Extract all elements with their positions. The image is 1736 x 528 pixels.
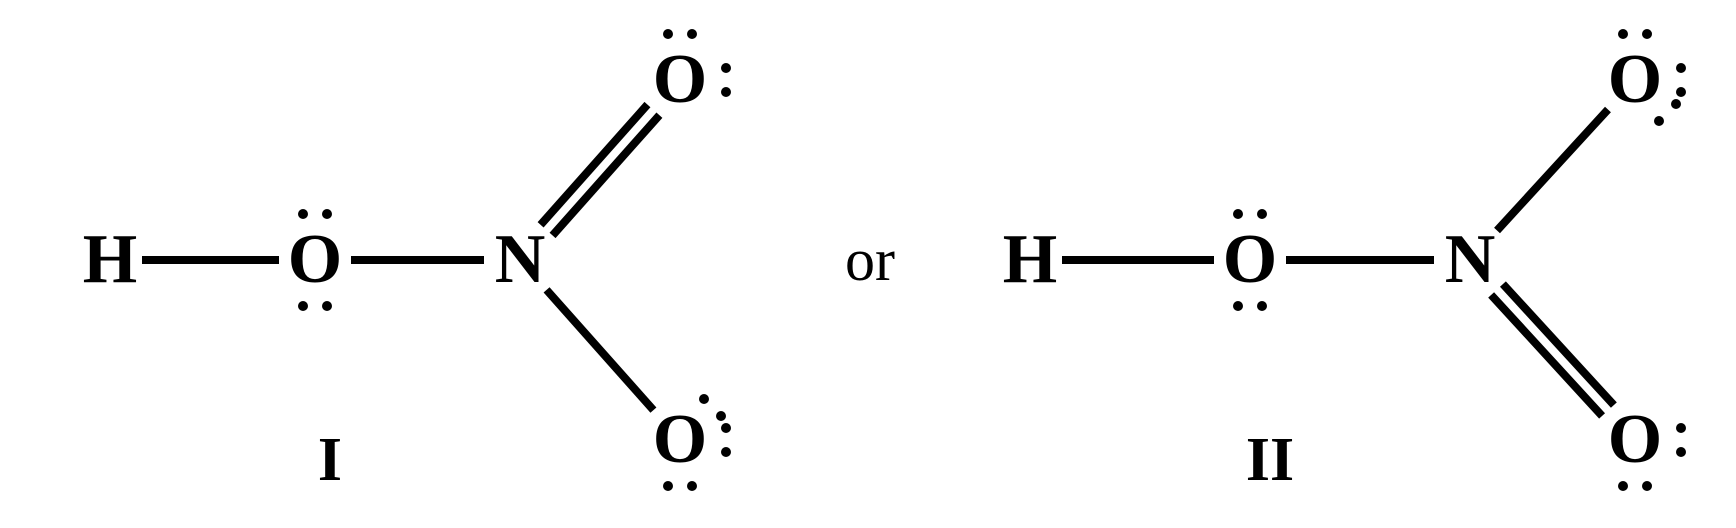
lone-pair-dot (721, 447, 731, 457)
atom-o-2b: O (1608, 405, 1662, 475)
lone-pair-dot (1618, 29, 1628, 39)
lone-pair-dot (663, 29, 673, 39)
lone-pair-dot (1676, 87, 1686, 97)
lone-pair-dot (721, 63, 731, 73)
structure-label-2: II (1246, 429, 1294, 491)
lone-pair-dot (687, 29, 697, 39)
lone-pair-dot (699, 394, 709, 404)
lone-pair-dot (1233, 209, 1243, 219)
diagram-canvas: H O N O O H O N O O or I II (0, 0, 1736, 528)
lone-pair-dot (322, 209, 332, 219)
separator-or: or (845, 230, 895, 290)
lone-pair-dot (687, 481, 697, 491)
atom-o-1: O (288, 225, 342, 295)
atom-o-1b: O (653, 405, 707, 475)
lone-pair-dot (1618, 481, 1628, 491)
lone-pair-dot (663, 481, 673, 491)
lone-pair-dot (1642, 481, 1652, 491)
atom-h-1: H (83, 225, 137, 295)
lone-pair-dot (1257, 209, 1267, 219)
atom-o-1a: O (653, 45, 707, 115)
lone-pair-dot (1676, 423, 1686, 433)
lone-pair-dot (716, 411, 726, 421)
lone-pair-dot (721, 87, 731, 97)
atom-h-2: H (1003, 225, 1057, 295)
lone-pair-dot (1671, 99, 1681, 109)
lone-pair-dot (298, 209, 308, 219)
lone-pair-dot (322, 301, 332, 311)
lone-pair-dot (1233, 301, 1243, 311)
lone-pair-dot (1257, 301, 1267, 311)
lone-pair-dot (1642, 29, 1652, 39)
lone-pair-dot (1654, 116, 1664, 126)
atom-o-2a: O (1608, 45, 1662, 115)
lone-pair-dot (1676, 447, 1686, 457)
structure-label-1: I (318, 429, 342, 491)
atom-n-2: N (1445, 225, 1496, 295)
atom-o-2: O (1223, 225, 1277, 295)
lone-pair-dot (1676, 63, 1686, 73)
lone-pair-dot (298, 301, 308, 311)
atom-n-1: N (495, 225, 546, 295)
lone-pair-dot (721, 423, 731, 433)
